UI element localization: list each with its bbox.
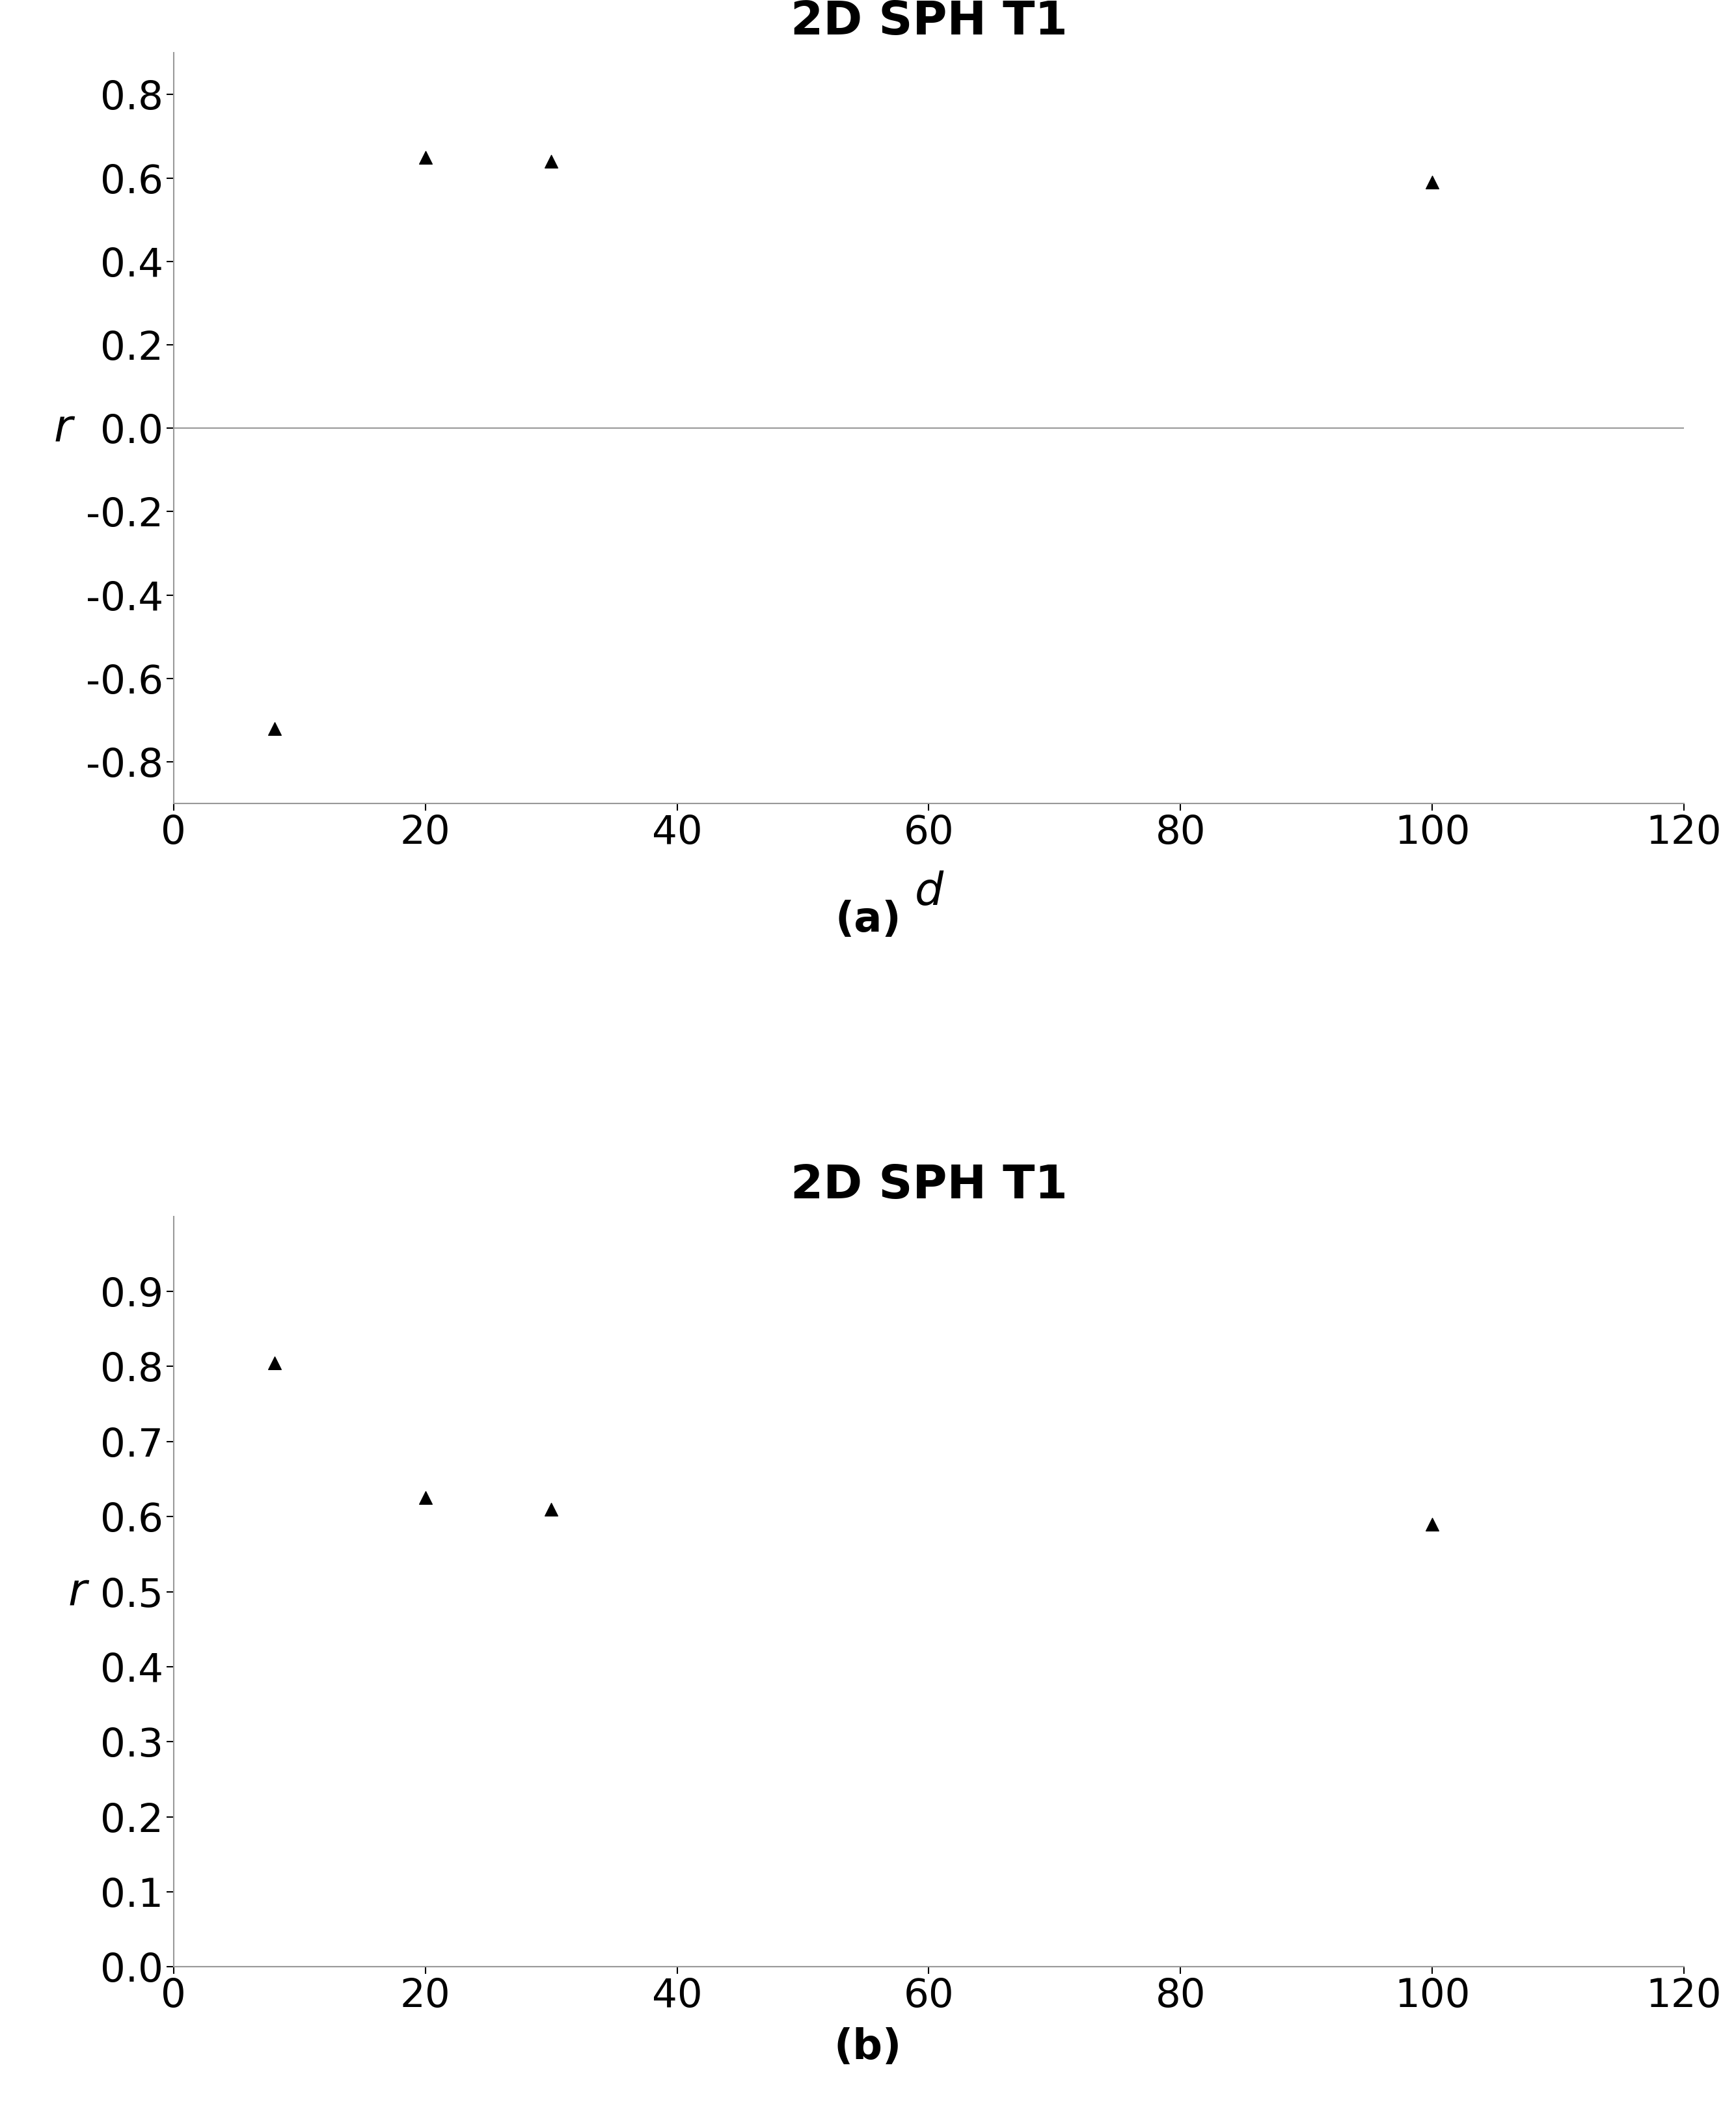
Title: 2D SPH T1: 2D SPH T1 (790, 0, 1068, 44)
Point (1418, 165, 1446, 199)
Text: (a): (a) (835, 899, 901, 939)
Point (411, 140, 439, 173)
Point (536, 1493, 564, 1527)
Y-axis label: r: r (54, 406, 73, 450)
Point (260, 711, 288, 744)
Title: 2D SPH T1: 2D SPH T1 (790, 1163, 1068, 1208)
Point (260, 1345, 288, 1379)
X-axis label: d: d (915, 871, 943, 914)
Text: (b): (b) (833, 2026, 903, 2068)
Point (411, 1480, 439, 1514)
Y-axis label: r: r (68, 1569, 87, 1614)
Point (1418, 1508, 1446, 1542)
Point (536, 144, 564, 178)
